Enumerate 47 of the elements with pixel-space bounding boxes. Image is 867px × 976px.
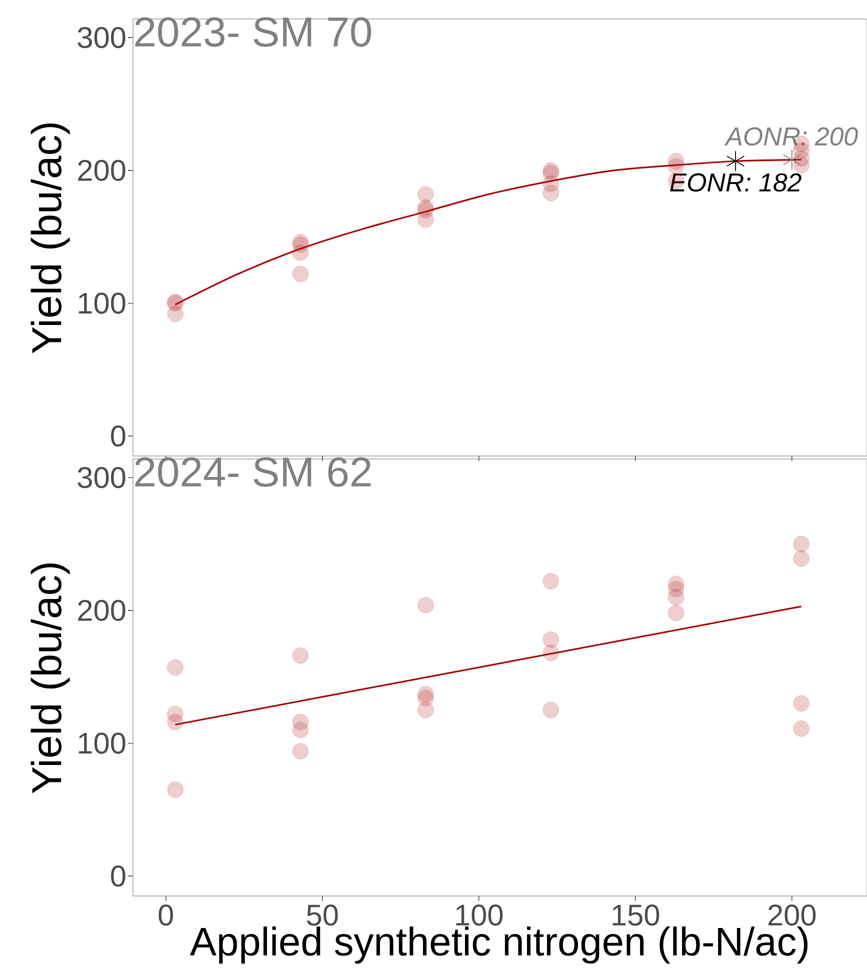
y-tick-label: 100 <box>78 292 126 314</box>
point <box>292 647 309 664</box>
point <box>417 186 434 203</box>
point <box>292 244 309 261</box>
point <box>542 572 560 590</box>
point <box>417 211 434 228</box>
point <box>793 550 810 567</box>
point <box>793 156 810 174</box>
y-tick-label: 100 <box>78 732 126 754</box>
point <box>417 702 434 718</box>
point <box>793 695 810 712</box>
point <box>793 536 810 552</box>
y-tick-label: 300 <box>78 467 126 488</box>
chart-title: 2023- SM 70 <box>135 17 372 47</box>
point <box>167 659 184 676</box>
point <box>726 150 745 172</box>
point <box>292 266 309 282</box>
point <box>668 604 684 622</box>
point <box>292 722 309 738</box>
point <box>782 149 801 170</box>
y-tick-label: 200 <box>78 160 126 181</box>
point <box>292 743 309 760</box>
x-tick-label: 50 <box>306 904 338 926</box>
y-tick-label: 0 <box>111 865 126 887</box>
x-tick-label: 150 <box>612 904 660 926</box>
y-axis-title: Yield (bu/ac) <box>30 563 70 794</box>
y-tick-label: 300 <box>78 27 126 48</box>
annotation: AONR: 200 <box>724 127 858 146</box>
chart-title: 2024- SM 62 <box>135 457 371 487</box>
point <box>668 588 684 606</box>
y-tick-label: 0 <box>111 425 126 447</box>
point <box>542 702 560 718</box>
point <box>793 720 810 737</box>
x-tick-label: 200 <box>768 904 816 926</box>
x-tick-label: 100 <box>456 904 503 926</box>
y-axis-title: Yield (bu/ac) <box>30 123 70 354</box>
y-tick-label: 200 <box>78 600 126 622</box>
point <box>167 782 184 798</box>
point <box>167 714 184 730</box>
x-axis-title: Applied synthetic nitrogen (lb-N/ac) <box>190 926 808 964</box>
point <box>417 596 434 614</box>
annotation: EONR: 182 <box>670 173 802 192</box>
point <box>542 631 560 648</box>
x-tick-label: 0 <box>158 904 174 926</box>
point <box>542 184 560 202</box>
point <box>167 306 184 322</box>
point <box>542 644 560 662</box>
